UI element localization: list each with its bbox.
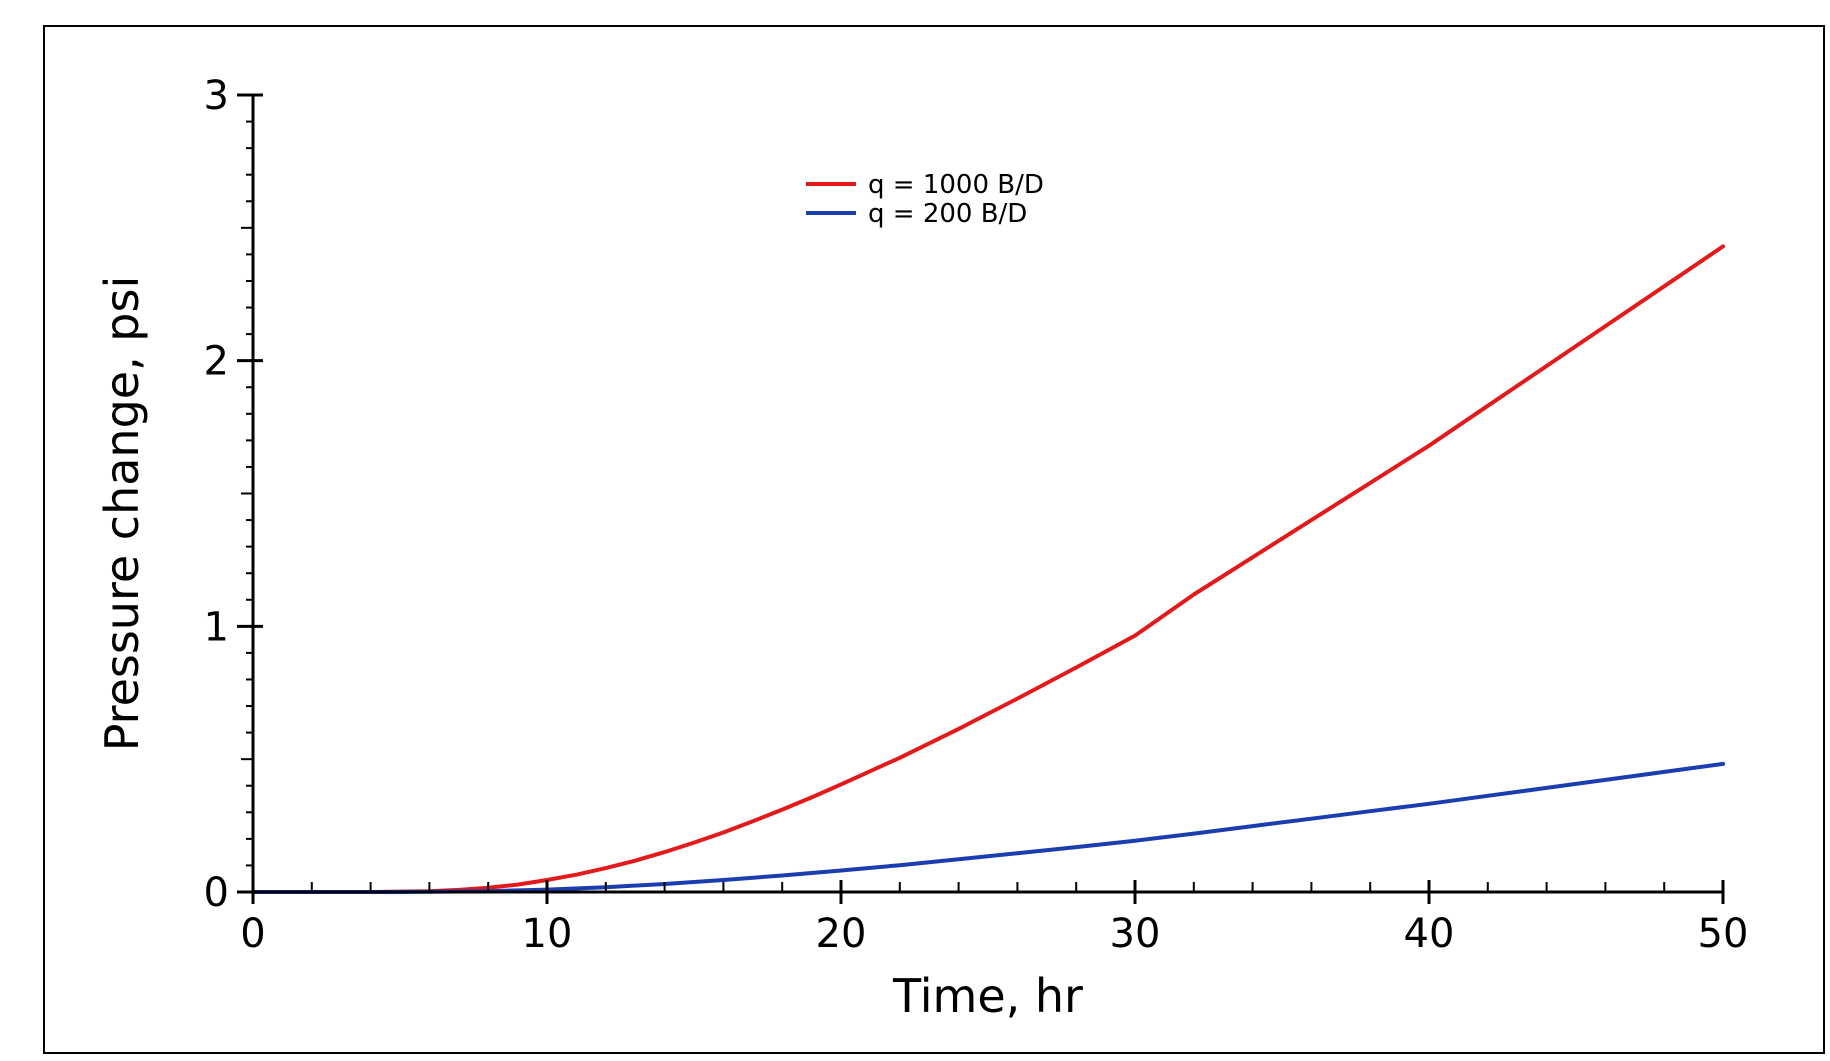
y-tick-label: 3 bbox=[204, 73, 229, 119]
legend-label: q = 200 B/D bbox=[868, 199, 1027, 229]
x-axis-title: Time, hr bbox=[892, 969, 1083, 1023]
x-tick-label: 0 bbox=[240, 911, 265, 957]
figure-frame bbox=[43, 25, 1825, 1054]
axes: 0 10 20 30 40 50 0 1 2 3 bbox=[204, 73, 1749, 957]
x-tick-label: 50 bbox=[1698, 911, 1749, 957]
x-tick-label: 40 bbox=[1404, 911, 1455, 957]
y-tick-label: 1 bbox=[204, 604, 229, 650]
x-tick-label: 30 bbox=[1110, 911, 1161, 957]
x-tick-label: 20 bbox=[816, 911, 867, 957]
y-tick-label: 2 bbox=[204, 339, 229, 385]
x-tick-label: 10 bbox=[522, 911, 573, 957]
y-axis-title: Pressure change, psi bbox=[95, 276, 149, 752]
legend: q = 1000 B/Dq = 200 B/D bbox=[806, 170, 1044, 229]
y-tick-label: 0 bbox=[204, 870, 229, 916]
legend-label: q = 1000 B/D bbox=[868, 170, 1044, 200]
series-line-q-1000 bbox=[251, 244, 1725, 894]
